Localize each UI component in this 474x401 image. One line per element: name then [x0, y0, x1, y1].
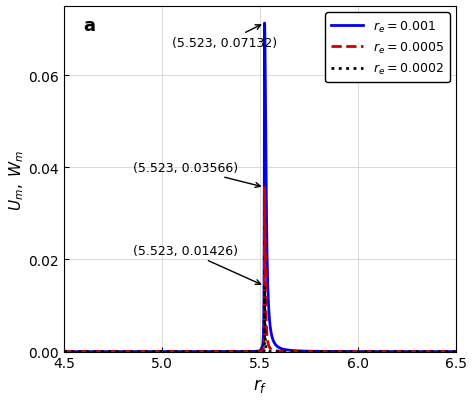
- $r_e = 0.001$: [203, 349, 209, 354]
- $r_e = 0.001$: [81, 349, 87, 354]
- $r_e = 0.0002$: [352, 349, 357, 354]
- $r_e = 0.0005$: [262, 186, 267, 190]
- $r_e = 0.0005$: [293, 349, 299, 354]
- Line: $r_e = 0.0005$: $r_e = 0.0005$: [64, 188, 456, 352]
- $r_e = 0.0002$: [262, 284, 267, 289]
- Text: (5.523, 0.01426): (5.523, 0.01426): [133, 244, 261, 285]
- $r_e = 0.001$: [61, 349, 67, 354]
- $r_e = 0.0002$: [81, 349, 87, 354]
- Line: $r_e = 0.001$: $r_e = 0.001$: [64, 24, 456, 352]
- $r_e = 0.0005$: [373, 349, 378, 354]
- $r_e = 0.001$: [293, 348, 299, 353]
- Text: (5.523, 0.03566): (5.523, 0.03566): [133, 161, 260, 188]
- $r_e = 0.001$: [310, 349, 316, 354]
- $r_e = 0.001$: [352, 349, 357, 354]
- Line: $r_e = 0.0002$: $r_e = 0.0002$: [64, 287, 456, 352]
- $r_e = 0.0005$: [310, 349, 316, 354]
- Text: a: a: [83, 17, 96, 35]
- $r_e = 0.0002$: [61, 349, 67, 354]
- $r_e = 0.0002$: [453, 349, 459, 354]
- $r_e = 0.001$: [262, 22, 267, 26]
- X-axis label: $r_f$: $r_f$: [253, 376, 267, 394]
- $r_e = 0.001$: [373, 349, 378, 354]
- $r_e = 0.0002$: [373, 349, 378, 354]
- Y-axis label: $U_m,\ W_m$: $U_m,\ W_m$: [7, 149, 26, 210]
- $r_e = 0.0002$: [203, 349, 209, 354]
- $r_e = 0.0002$: [310, 349, 316, 354]
- $r_e = 0.0005$: [61, 349, 67, 354]
- $r_e = 0.0005$: [81, 349, 87, 354]
- $r_e = 0.001$: [453, 349, 459, 354]
- $r_e = 0.0005$: [453, 349, 459, 354]
- $r_e = 0.0005$: [203, 349, 209, 354]
- $r_e = 0.0005$: [352, 349, 357, 354]
- Text: (5.523, 0.07132): (5.523, 0.07132): [172, 26, 277, 50]
- Legend: $r_e = 0.001$, $r_e = 0.0005$, $r_e = 0.0002$: $r_e = 0.001$, $r_e = 0.0005$, $r_e = 0.…: [325, 13, 450, 83]
- $r_e = 0.0002$: [293, 349, 299, 354]
